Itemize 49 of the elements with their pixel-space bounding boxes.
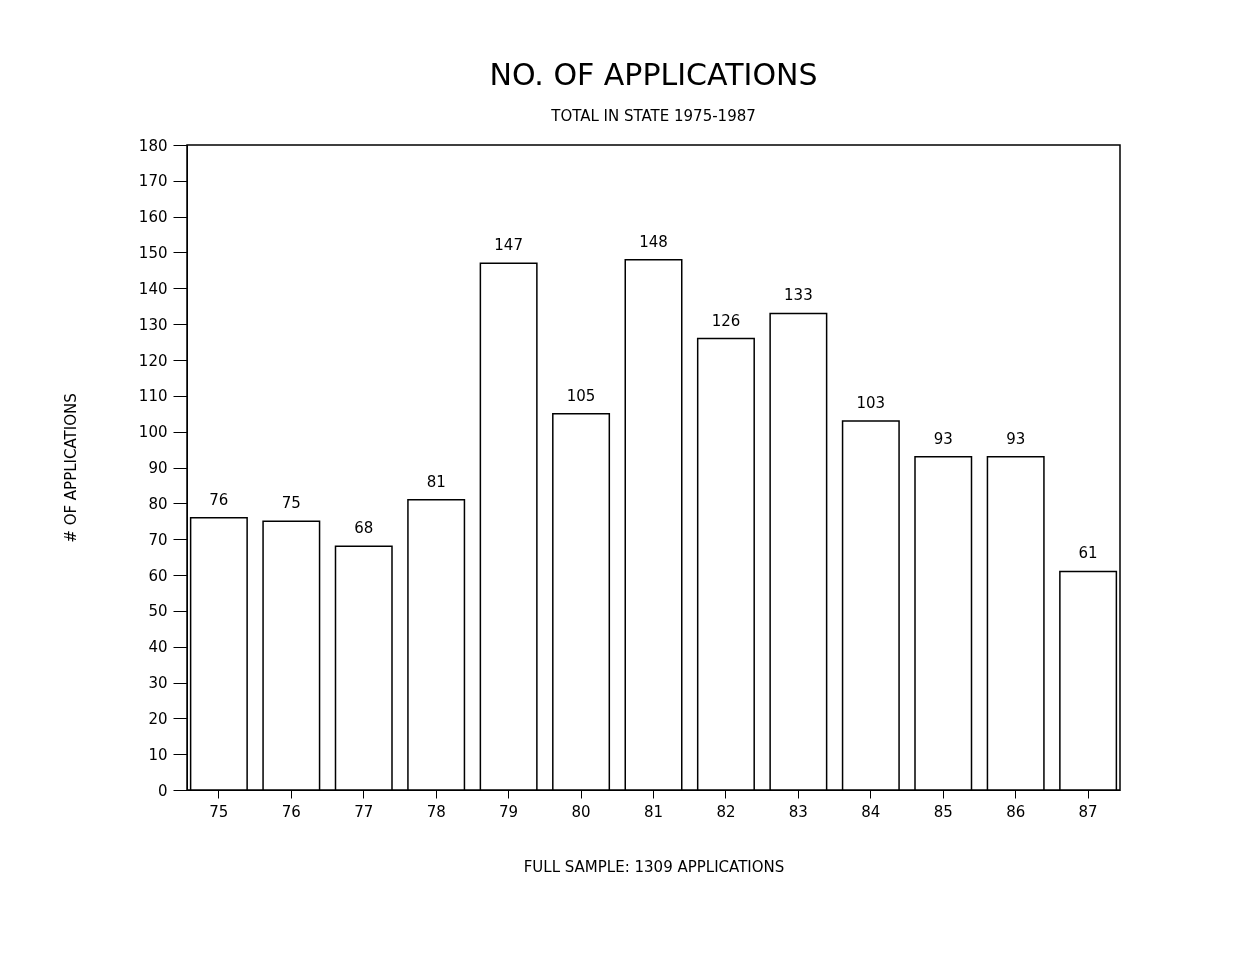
y-tick-label: 120 [138,351,168,370]
y-tick-label: 90 [148,459,168,477]
data-label: 133 [784,286,813,305]
data-label: 93 [933,429,953,448]
y-tick-label: 80 [148,494,168,513]
x-axis-title: FULL SAMPLE: 1309 APPLICATIONS [523,857,785,876]
x-tick-label: 83 [788,802,808,821]
x-tick-label: 84 [861,802,881,821]
data-label: 76 [209,490,229,509]
data-label: 93 [1006,429,1026,448]
data-label: 61 [1078,544,1098,563]
y-tick-label: 40 [148,638,168,657]
data-label: 75 [281,494,301,513]
data-label: 105 [566,386,596,405]
chart-subtitle: TOTAL IN STATE 1975-1987 [550,107,756,125]
data-label: 147 [494,236,523,255]
y-tick-label: 170 [138,172,168,191]
y-tick-label: 60 [148,566,168,585]
data-label: 81 [426,472,446,491]
x-tick-label: 77 [354,802,374,821]
y-tick-label: 160 [138,208,168,227]
y-tick-label: 20 [148,709,168,728]
x-tick-label: 75 [209,802,229,821]
y-tick-label: 110 [138,387,168,406]
x-tick-label: 81 [643,802,664,821]
y-tick-label: 100 [138,423,168,442]
data-label: 103 [856,393,886,412]
chart-title: NO. OF APPLICATIONS [489,57,818,92]
y-tick-label: 130 [138,315,168,334]
y-tick-label: 10 [148,745,168,764]
x-tick-label: 85 [933,802,953,821]
x-tick-label: 76 [281,802,301,821]
y-tick-label: 180 [138,136,168,155]
y-tick-label: 0 [157,781,168,800]
y-tick-label: 150 [138,244,168,262]
data-label: 68 [354,519,374,538]
y-tick-label: 70 [148,530,168,549]
data-label: 148 [639,232,668,251]
x-tick-label: 87 [1078,802,1098,821]
x-tick-label: 79 [499,802,519,821]
data-label: 126 [711,311,741,330]
y-tick-label: 30 [148,674,168,692]
y-axis-title: # OF APPLICATIONS [61,393,80,543]
x-tick-label: 80 [571,802,591,821]
x-tick-label: 78 [426,802,446,821]
y-tick-label: 50 [148,602,168,621]
y-tick-label: 140 [138,279,168,298]
x-tick-label: 82 [716,802,736,821]
x-tick-label: 86 [1006,802,1026,821]
